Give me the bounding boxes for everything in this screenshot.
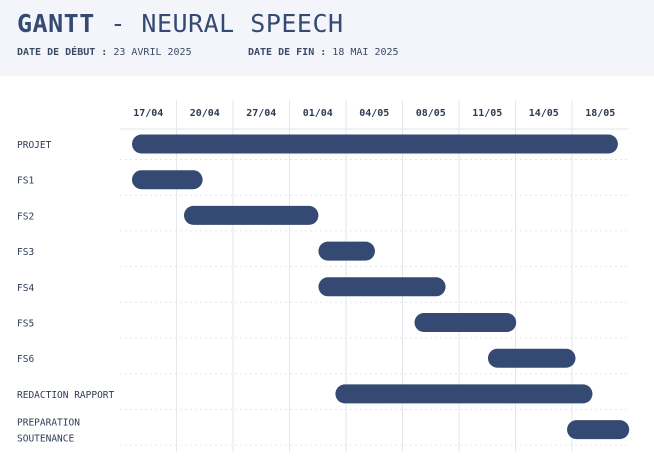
x-tick-label: 17/04 [133,108,163,119]
task-bar [335,384,592,403]
x-tick-label: 20/04 [190,108,220,119]
task-label: PROJET [17,140,52,151]
x-tick-label: 14/05 [529,108,559,119]
task-label: FS1 [17,176,34,187]
task-bar [318,277,445,296]
task-bar [567,420,629,439]
task-bar [318,242,375,261]
x-tick-label: 01/04 [303,108,333,119]
x-tick-label: 18/05 [585,108,615,119]
task-label: FS6 [17,354,34,365]
task-bar [184,206,318,225]
task-label: REDACTION RAPPORT [17,390,115,401]
task-bar [132,170,203,189]
x-tick-label: 04/05 [359,108,389,119]
x-tick-label: 11/05 [472,108,502,119]
x-tick-label: 08/05 [416,108,446,119]
task-label: FS2 [17,211,34,222]
x-tick-label: 27/04 [246,108,276,119]
task-label: FS4 [17,283,34,294]
task-bar [488,349,576,368]
task-label: FS3 [17,247,34,258]
task-label: SOUTENANCE [17,434,74,445]
task-bar [132,135,618,154]
task-label: PREPARATION [17,418,80,429]
task-label: FS5 [17,319,34,330]
task-bar [415,313,517,332]
